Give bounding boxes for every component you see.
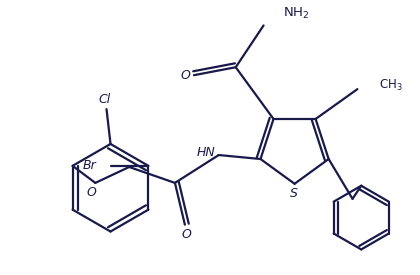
Text: O: O	[180, 69, 190, 82]
Text: Br: Br	[83, 159, 97, 172]
Text: O: O	[182, 228, 192, 241]
Text: S: S	[290, 187, 297, 200]
Text: CH$_3$: CH$_3$	[379, 78, 403, 93]
Text: NH$_2$: NH$_2$	[284, 6, 310, 21]
Text: Cl: Cl	[98, 93, 110, 106]
Text: O: O	[87, 186, 96, 199]
Text: HN: HN	[197, 145, 216, 159]
